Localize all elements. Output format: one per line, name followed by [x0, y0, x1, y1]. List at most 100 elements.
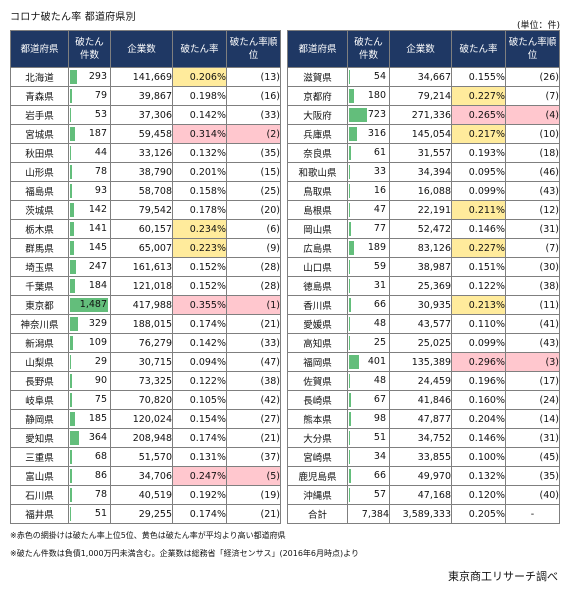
prefecture-cell: 北海道	[10, 67, 69, 87]
count-value: 66	[373, 470, 386, 481]
companies-cell: 34,706	[110, 466, 173, 486]
count-cell: 1,487	[68, 295, 111, 315]
table-row: 埼玉県 247 161,613 0.152% (28)	[10, 257, 281, 277]
companies-cell: 25,025	[389, 333, 452, 353]
rate-cell: 0.099%	[451, 333, 506, 353]
count-value: 723	[367, 109, 386, 120]
table-row: 岩手県 53 37,306 0.142% (33)	[10, 105, 281, 125]
companies-cell: 135,389	[389, 352, 452, 372]
companies-cell: 188,015	[110, 314, 173, 334]
count-databar	[349, 317, 351, 331]
header-companies: 企業数	[110, 30, 173, 68]
companies-cell: 37,306	[110, 105, 173, 125]
rank-cell: (7)	[505, 86, 560, 106]
count-value: 78	[94, 489, 107, 500]
rate-cell: 0.234%	[172, 219, 227, 239]
rank-cell: (35)	[505, 466, 560, 486]
rate-cell: 0.247%	[172, 466, 227, 486]
prefecture-cell: 群馬県	[10, 238, 69, 258]
rank-cell: (1)	[226, 295, 281, 315]
count-cell: 316	[347, 124, 390, 144]
prefecture-cell: 大阪府	[287, 105, 348, 125]
rate-cell: 0.155%	[451, 67, 506, 87]
header-rate: 破たん率	[172, 30, 227, 68]
count-value: 145	[88, 242, 107, 253]
prefecture-cell: 岡山県	[287, 219, 348, 239]
prefecture-cell: 埼玉県	[10, 257, 69, 277]
count-value: 66	[373, 299, 386, 310]
count-value: 329	[88, 318, 107, 329]
count-value: 401	[367, 356, 386, 367]
table-row: 秋田県 44 33,126 0.132% (35)	[10, 143, 281, 163]
table-row: 茨城県 142 79,542 0.178% (20)	[10, 200, 281, 220]
rank-cell: (31)	[505, 219, 560, 239]
count-cell: 75	[68, 390, 111, 410]
count-cell: 66	[347, 466, 390, 486]
count-databar	[349, 203, 351, 217]
count-cell: 48	[347, 314, 390, 334]
table-row: 栃木県 141 60,157 0.234% (6)	[10, 219, 281, 239]
count-value: 180	[367, 90, 386, 101]
header-prefecture: 都道府県	[287, 30, 348, 68]
count-value: 48	[373, 375, 386, 386]
count-databar	[349, 374, 351, 388]
header-count: 破たん件数	[347, 30, 390, 68]
rate-cell: 0.152%	[172, 276, 227, 296]
rate-cell: 0.120%	[451, 485, 506, 505]
rank-cell: (28)	[226, 276, 281, 296]
rate-cell: 0.227%	[451, 86, 506, 106]
table-row: 新潟県 109 76,279 0.142% (33)	[10, 333, 281, 353]
count-cell: 180	[347, 86, 390, 106]
prefecture-cell: 山梨県	[10, 352, 69, 372]
count-value: 1,487	[79, 299, 107, 310]
table-row: 岐阜県 75 70,820 0.105% (42)	[10, 390, 281, 410]
count-value: 16	[373, 185, 386, 196]
rank-cell: (13)	[226, 67, 281, 87]
count-value: 247	[88, 261, 107, 272]
count-value: 141	[88, 223, 107, 234]
prefecture-cell: 和歌山県	[287, 162, 348, 182]
count-databar	[349, 165, 350, 179]
total-label: 合計	[287, 504, 348, 524]
count-cell: 67	[347, 390, 390, 410]
prefecture-cell: 愛媛県	[287, 314, 348, 334]
count-databar	[349, 488, 351, 502]
companies-cell: 38,987	[389, 257, 452, 277]
table-title: コロナ破たん率 都道府県別	[10, 12, 136, 23]
count-databar	[349, 393, 351, 407]
rank-cell: (11)	[505, 295, 560, 315]
companies-cell: 40,519	[110, 485, 173, 505]
prefecture-cell: 沖縄県	[287, 485, 348, 505]
table-row: 徳島県 31 25,369 0.122% (38)	[287, 276, 560, 296]
table-row: 京都府 180 79,214 0.227% (7)	[287, 86, 560, 106]
rank-cell: (47)	[226, 352, 281, 372]
count-cell: 98	[347, 409, 390, 429]
rate-cell: 0.192%	[172, 485, 227, 505]
count-databar	[349, 336, 350, 350]
table-row: 兵庫県 316 145,054 0.217% (10)	[287, 124, 560, 144]
rank-cell: (40)	[505, 485, 560, 505]
prefecture-cell: 兵庫県	[287, 124, 348, 144]
count-cell: 401	[347, 352, 390, 372]
table-row: 広島県 189 83,126 0.227% (7)	[287, 238, 560, 258]
count-value: 25	[373, 337, 386, 348]
rank-cell: (6)	[226, 219, 281, 239]
rate-cell: 0.204%	[451, 409, 506, 429]
count-cell: 78	[68, 162, 111, 182]
table-row: 和歌山県 33 34,394 0.095% (46)	[287, 162, 560, 182]
count-cell: 57	[347, 485, 390, 505]
table-row: 東京都 1,487 417,988 0.355% (1)	[10, 295, 281, 315]
companies-cell: 30,935	[389, 295, 452, 315]
count-databar	[349, 241, 354, 255]
table-row: 青森県 79 39,867 0.198% (16)	[10, 86, 281, 106]
rate-cell: 0.213%	[451, 295, 506, 315]
count-cell: 29	[68, 352, 111, 372]
total-rank: -	[505, 504, 560, 524]
rate-cell: 0.174%	[172, 504, 227, 524]
table-row: 島根県 47 22,191 0.211% (12)	[287, 200, 560, 220]
count-cell: 109	[68, 333, 111, 353]
rate-cell: 0.110%	[451, 314, 506, 334]
rank-cell: (21)	[226, 314, 281, 334]
count-cell: 47	[347, 200, 390, 220]
companies-cell: 121,018	[110, 276, 173, 296]
